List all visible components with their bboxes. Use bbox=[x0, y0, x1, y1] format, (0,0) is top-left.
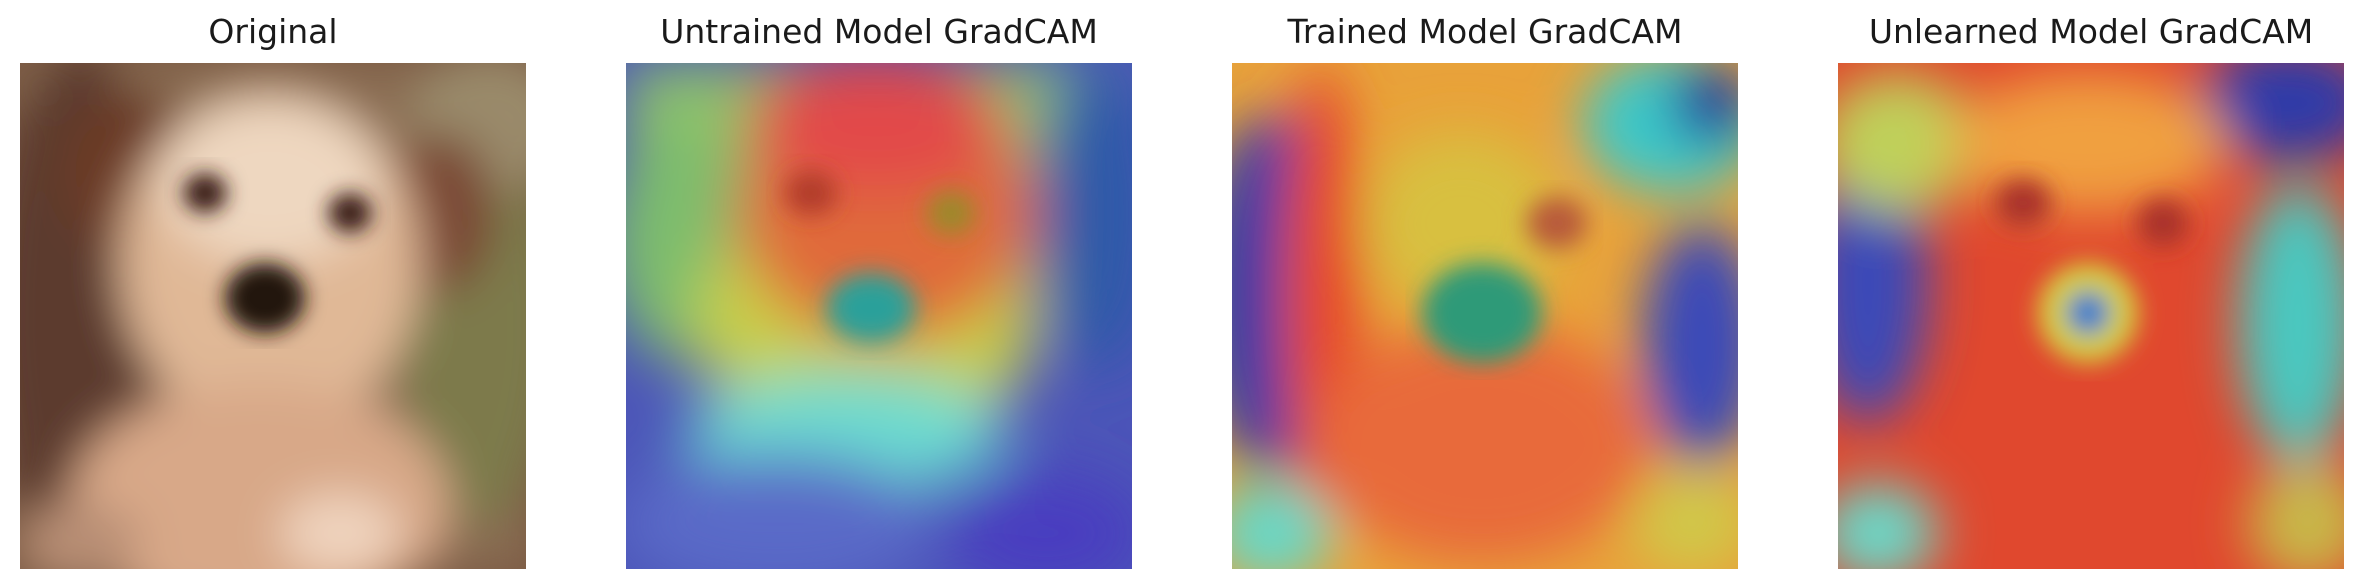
untrained-heatmap-image bbox=[626, 63, 1132, 569]
panel-untrained: Untrained Model GradCAM bbox=[626, 0, 1132, 588]
panel-trained: Trained Model GradCAM bbox=[1232, 0, 1738, 588]
unlearned-heatmap-image bbox=[1838, 63, 2344, 569]
panel-title: Trained Model GradCAM bbox=[1287, 12, 1683, 51]
panel-original: Original bbox=[20, 0, 526, 588]
panel-unlearned: Unlearned Model GradCAM bbox=[1838, 0, 2344, 588]
panel-title: Unlearned Model GradCAM bbox=[1868, 12, 2314, 51]
original-image bbox=[20, 63, 526, 569]
panel-title: Original bbox=[208, 12, 338, 51]
heatmap-unlearned bbox=[1838, 63, 2344, 569]
dog-photo bbox=[20, 63, 526, 569]
trained-heatmap-image bbox=[1232, 63, 1738, 569]
heatmap-trained bbox=[1232, 63, 1738, 569]
panel-title: Untrained Model GradCAM bbox=[660, 12, 1098, 51]
heatmap-untrained bbox=[626, 63, 1132, 569]
